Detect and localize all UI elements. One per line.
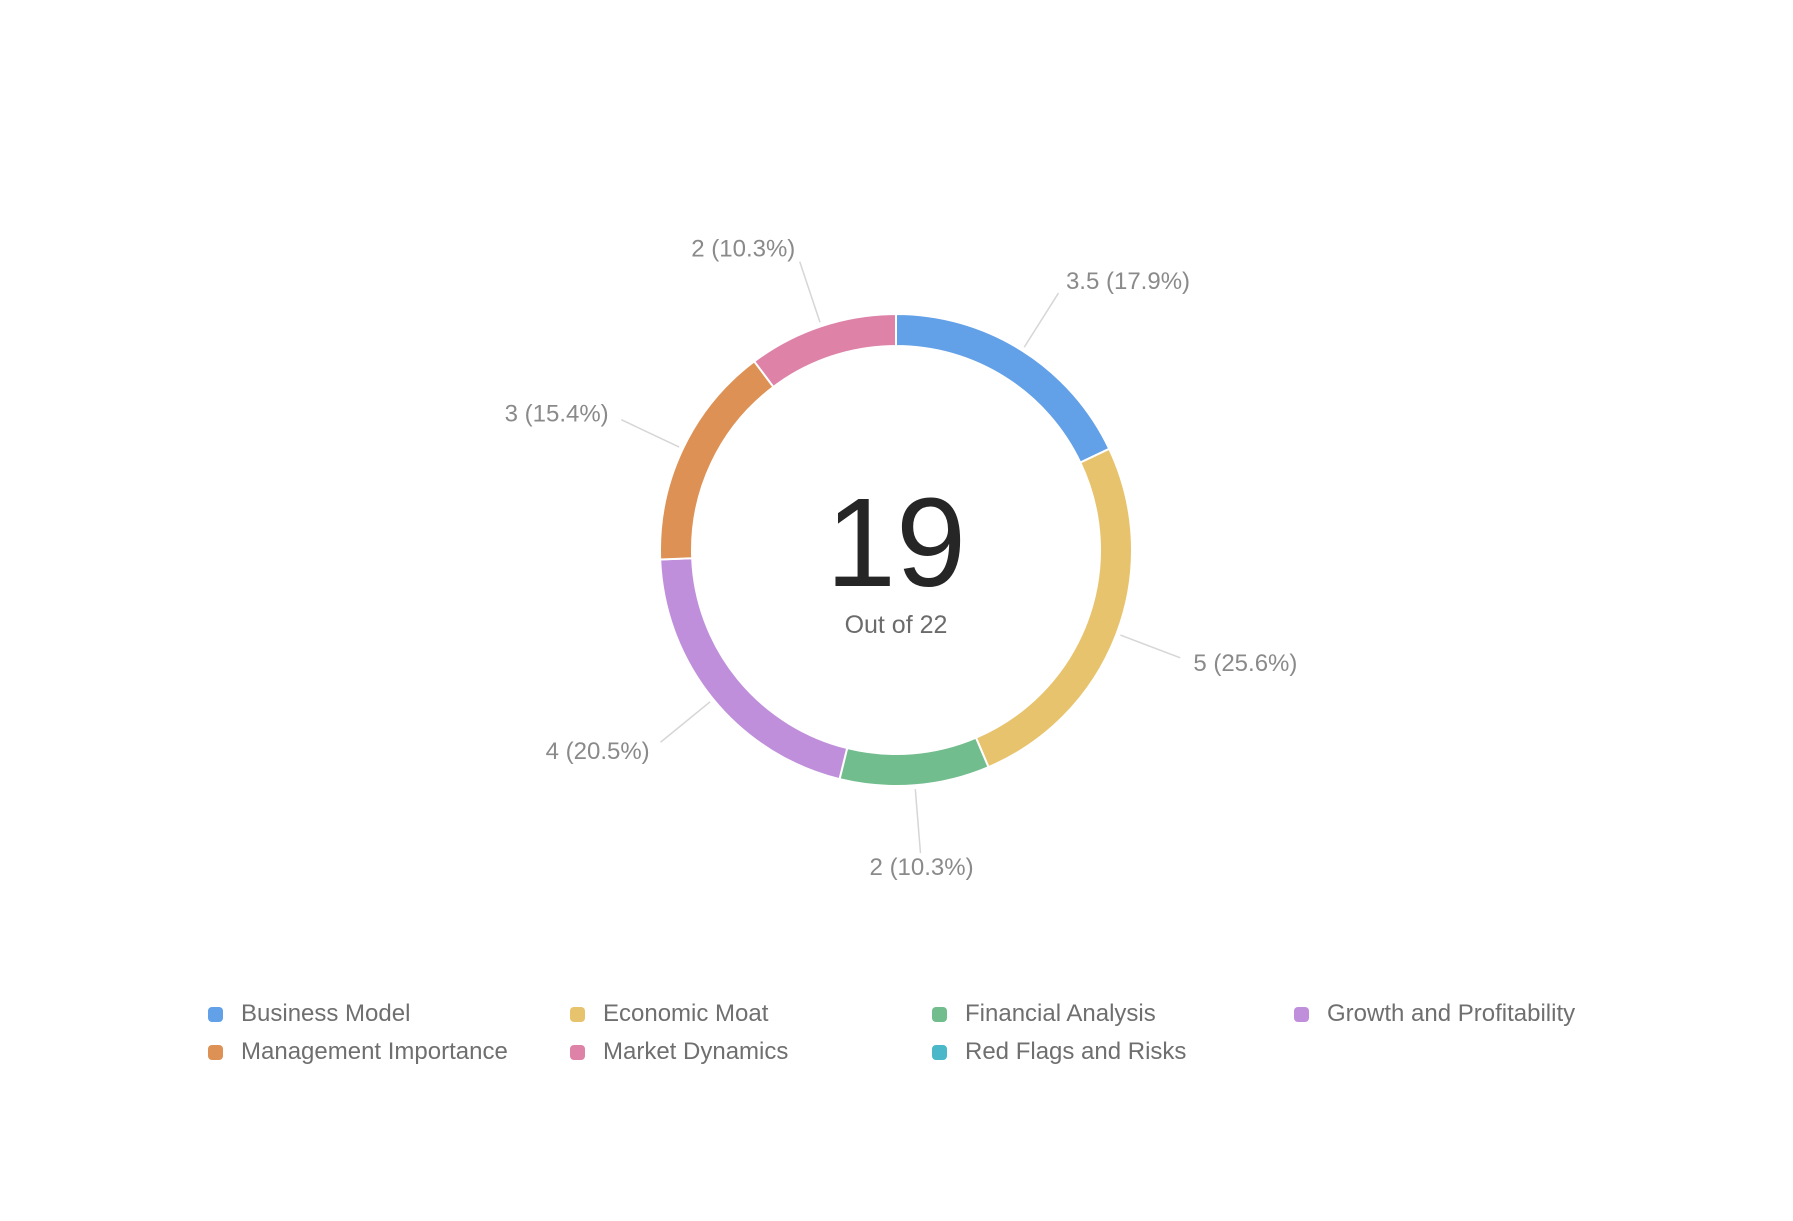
slice-labels: 3.5 (17.9%) 5 (25.6%) 2 (10.3%) 4 (20.5%) 3 … [505, 235, 1298, 881]
leader-line-economic-moat [1120, 634, 1181, 659]
legend-swatch [932, 1044, 947, 1060]
slice-economic-moat [974, 447, 1133, 769]
leader-line-business-model [1023, 292, 1060, 348]
slice-label-market-dynamics: 2 (10.3%) [691, 235, 795, 262]
leader-line-financial-analysis [914, 789, 922, 854]
slice-label-growth-and-profitability: 4 (20.5%) [546, 738, 650, 765]
leader-line-management-importance [621, 418, 680, 448]
donut-slices [659, 312, 1133, 787]
leader-line-growth-and-profitability [660, 701, 711, 743]
label-leader-lines [621, 261, 1181, 854]
leader-line-market-dynamics [799, 261, 821, 323]
slice-label-financial-analysis: 2 (10.3%) [870, 854, 974, 881]
legend-label: Management Importance [241, 1038, 508, 1065]
legend-label: Economic Moat [603, 1000, 769, 1027]
slice-label-economic-moat: 5 (25.6%) [1193, 650, 1297, 677]
legend-swatch [932, 1006, 947, 1022]
slice-market-dynamics [752, 312, 897, 389]
legend-item-management-importance[interactable]: Management Importance [208, 1038, 570, 1066]
legend-swatch [208, 1044, 223, 1060]
legend-item-financial-analysis[interactable]: Financial Analysis [932, 1000, 1294, 1028]
legend-swatch [570, 1044, 585, 1060]
slice-growth-and-profitability [659, 557, 849, 781]
legend-swatch [208, 1006, 223, 1022]
legend-item-growth-and-profitability[interactable]: Growth and Profitability [1294, 1000, 1628, 1028]
legend-label: Financial Analysis [965, 1000, 1156, 1027]
center-subtitle: Out of 22 [845, 611, 948, 639]
slice-business-model [895, 312, 1111, 464]
slice-financial-analysis [838, 736, 990, 787]
legend-item-economic-moat[interactable]: Economic Moat [570, 1000, 932, 1028]
legend-label: Red Flags and Risks [965, 1038, 1187, 1065]
legend-item-market-dynamics[interactable]: Market Dynamics [570, 1038, 932, 1066]
chart-legend: Business Model Economic Moat Financial Ana… [208, 1000, 1628, 1066]
legend-item-red-flags-and-risks[interactable]: Red Flags and Risks [932, 1038, 1294, 1066]
legend-swatch [1294, 1006, 1309, 1022]
legend-swatch [570, 1006, 585, 1022]
legend-label: Growth and Profitability [1327, 1000, 1576, 1027]
legend-item-business-model[interactable]: Business Model [208, 1000, 570, 1028]
slice-label-business-model: 3.5 (17.9%) [1066, 268, 1190, 295]
slice-management-importance [659, 359, 775, 561]
slice-label-management-importance: 3 (15.4%) [505, 401, 609, 428]
center-value: 19 [826, 472, 966, 613]
legend-label: Market Dynamics [603, 1038, 789, 1065]
legend-label: Business Model [241, 1000, 411, 1027]
